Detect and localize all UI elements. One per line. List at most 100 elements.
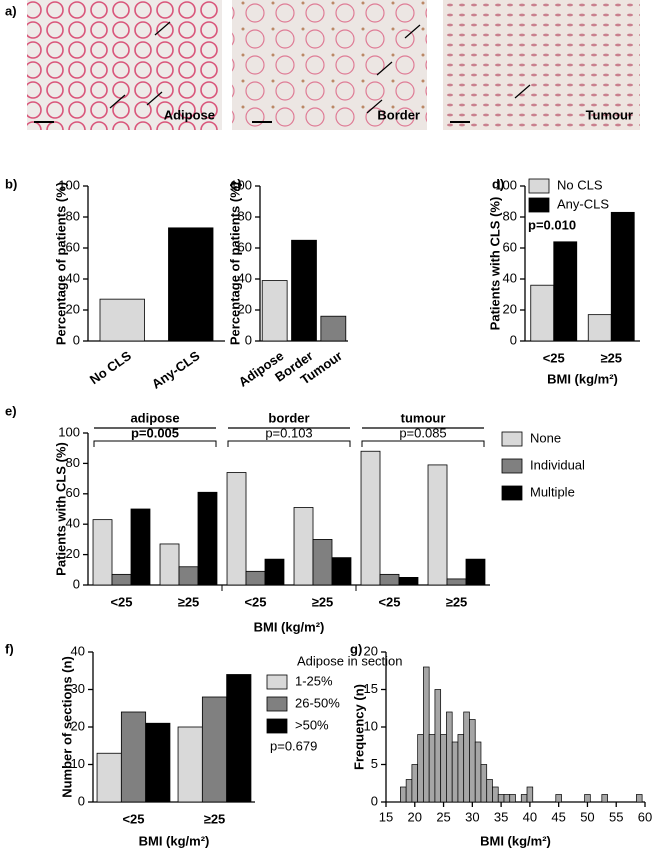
histogram-bar — [400, 786, 407, 803]
y-tick-label: 80 — [66, 208, 80, 223]
bar — [610, 211, 635, 342]
panel-label: a) — [5, 3, 17, 18]
y-tick-label: 0 — [371, 793, 378, 808]
bar — [130, 508, 151, 586]
histogram-bar — [503, 794, 511, 803]
bar — [159, 543, 180, 586]
x-tick-label: ≥25 — [446, 594, 468, 609]
panel-label: d) — [492, 176, 504, 191]
y-tick-label: 20 — [66, 546, 80, 561]
y-tick-label: 0 — [73, 576, 80, 591]
legend-swatch — [501, 431, 523, 447]
bar — [261, 280, 288, 342]
x-tick-label: <25 — [110, 594, 132, 609]
bar — [465, 558, 486, 586]
bar — [293, 507, 314, 586]
x-tick-label: ≥25 — [600, 350, 622, 365]
y-tick-label: 40 — [66, 270, 80, 285]
histogram-bar — [451, 741, 459, 803]
histogram-bar — [636, 794, 643, 803]
image-label: Tumour — [586, 107, 633, 122]
y-tick-label: 0 — [245, 332, 252, 347]
arrows — [109, 21, 531, 114]
bar — [145, 722, 171, 803]
y-axis-label: Number of sections (n) — [59, 656, 74, 798]
bar — [178, 566, 199, 586]
histogram-bar — [446, 711, 453, 803]
panel-label: c) — [230, 176, 242, 191]
micrograph — [27, 0, 222, 130]
histogram-bar — [469, 719, 476, 803]
legend-label: No CLS — [557, 177, 603, 192]
bar — [92, 519, 113, 586]
group-label: tumour — [401, 410, 446, 425]
y-tick-label: 0 — [78, 793, 85, 808]
bar — [264, 558, 285, 586]
histogram-bar — [486, 779, 493, 803]
legend-swatch — [528, 178, 550, 194]
legend-title: Adipose in section — [297, 653, 403, 668]
panel-label: e) — [5, 403, 17, 418]
histogram-bar — [526, 786, 534, 803]
y-tick-label: 40 — [66, 516, 80, 531]
bar — [201, 696, 228, 803]
bar — [177, 726, 203, 803]
bar — [226, 674, 252, 803]
panel-label: g) — [350, 641, 362, 656]
y-tick-label: 80 — [238, 208, 252, 223]
y-tick-label: 60 — [66, 485, 80, 500]
annotation: p=0.679 — [270, 738, 317, 753]
x-tick-label: <25 — [244, 594, 266, 609]
bar — [168, 227, 214, 342]
micrograph — [232, 0, 427, 130]
x-tick-label: 30 — [465, 809, 479, 824]
y-tick-label: 60 — [66, 239, 80, 254]
group-label: adipose — [130, 410, 179, 425]
y-tick-label: 60 — [238, 239, 252, 254]
y-tick-label: 60 — [503, 239, 517, 254]
y-tick-label: 80 — [66, 455, 80, 470]
y-tick-label: 20 — [66, 301, 80, 316]
histogram-bar — [405, 779, 413, 803]
y-tick-label: 100 — [495, 177, 517, 192]
p-value: p=0.005 — [131, 425, 179, 440]
histogram-bar — [417, 734, 424, 803]
y-tick-label: 100 — [58, 177, 80, 192]
y-tick-label: 20 — [71, 718, 85, 733]
panel-label: b) — [5, 176, 17, 191]
y-axis-label: Percentage of patients (%) — [53, 182, 68, 345]
y-tick-label: 100 — [230, 177, 252, 192]
y-tick-label: 30 — [71, 681, 85, 696]
image-label: Border — [377, 107, 420, 122]
image-label: Adipose — [164, 107, 215, 122]
y-tick-label: 80 — [503, 208, 517, 223]
bar — [197, 491, 218, 586]
x-tick-label: <25 — [543, 350, 565, 365]
y-axis-label: Frequency (n) — [351, 684, 366, 770]
y-tick-label: 5 — [371, 756, 378, 771]
x-tick-label: <25 — [378, 594, 400, 609]
x-tick-label: Any-CLS — [149, 348, 203, 392]
x-tick-label: 35 — [494, 809, 508, 824]
legend-label: Any-CLS — [557, 196, 609, 211]
x-axis-label: BMI (kg/m²) — [480, 833, 551, 848]
x-tick-label: 60 — [638, 809, 652, 824]
p-bracket — [227, 440, 351, 447]
panel-label: f) — [5, 641, 14, 656]
bar — [446, 578, 467, 586]
x-tick-label: No CLS — [87, 348, 134, 387]
x-tick-label: 20 — [408, 809, 422, 824]
y-tick-label: 40 — [503, 270, 517, 285]
histogram-bar — [601, 794, 608, 803]
annotation: p=0.010 — [528, 217, 576, 232]
histogram-bar — [474, 741, 482, 803]
micrograph — [443, 0, 640, 130]
p-value: p=0.103 — [265, 425, 312, 440]
y-tick-label: 15 — [364, 681, 378, 696]
x-axis-label: BMI (kg/m²) — [547, 371, 618, 386]
legend-swatch — [266, 674, 288, 690]
x-tick-label: <25 — [122, 811, 144, 826]
histogram-bar — [423, 666, 430, 803]
x-tick-label: 15 — [379, 809, 393, 824]
group-label: border — [268, 410, 309, 425]
